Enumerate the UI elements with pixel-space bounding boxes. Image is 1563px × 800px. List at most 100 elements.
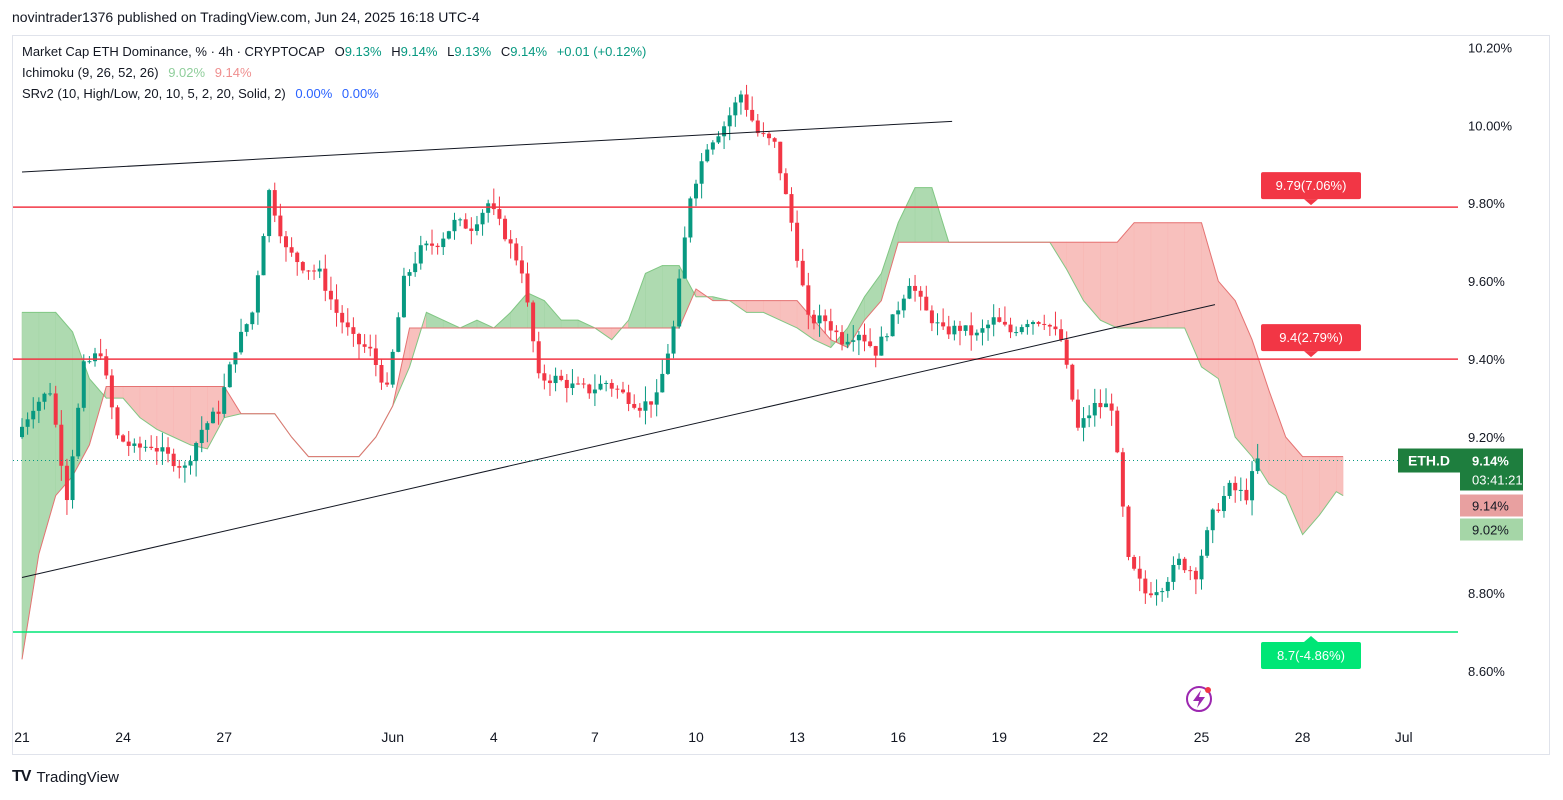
candle-body: [20, 426, 24, 438]
candle-body: [1216, 509, 1221, 512]
candle-body: [660, 373, 665, 393]
candle-body: [564, 379, 569, 389]
ichimoku-axis-marker: [1460, 494, 1523, 517]
candle-body: [345, 322, 350, 328]
candle-body: [334, 299, 339, 313]
ichimoku-cloud-segment: [527, 292, 545, 329]
x-tick-label: 16: [890, 729, 906, 745]
candle-body: [1182, 558, 1187, 571]
candle-body: [677, 278, 682, 327]
candle-body: [1025, 324, 1030, 328]
candle-body: [1255, 458, 1260, 472]
candle-body: [1115, 410, 1120, 453]
legend-ichimoku[interactable]: Ichimoku (9, 26, 52, 26) 9.02% 9.14%: [22, 65, 258, 80]
ichimoku-value-2: 9.14%: [214, 65, 252, 80]
x-tick-label: Jun: [381, 729, 404, 745]
y-tick-label: 8.60%: [1468, 664, 1505, 679]
candle-body: [570, 383, 575, 389]
candle-body: [1210, 509, 1215, 531]
candle-body: [1154, 592, 1159, 596]
candle-body: [474, 224, 479, 231]
candle-body: [182, 465, 187, 468]
ichimoku-cloud-segment: [1083, 241, 1101, 321]
legend-symbol: Market Cap ETH Dominance, % · 4h · CRYPT…: [22, 44, 325, 59]
candle-body: [115, 407, 120, 436]
candle-body: [755, 120, 760, 134]
candle-body: [1227, 482, 1232, 496]
ichimoku-cloud-segment: [1116, 221, 1135, 329]
x-tick-label: 25: [1194, 729, 1210, 745]
ichimoku-cloud-segment: [190, 386, 208, 450]
ichimoku-cloud-segment: [544, 299, 562, 329]
x-tick-label: Jul: [1395, 729, 1413, 745]
candle-body: [430, 243, 435, 246]
candle-body: [463, 219, 468, 229]
x-tick-label: 7: [591, 729, 599, 745]
ichimoku-cloud-segment: [746, 300, 764, 313]
candle-body: [357, 333, 361, 345]
candle-body: [980, 328, 985, 333]
candle-body: [497, 209, 502, 219]
legend-change: +0.01 (+0.12%): [556, 44, 647, 59]
ichimoku-cloud-segment: [847, 296, 865, 349]
legend-symbol-line: Market Cap ETH Dominance, % · 4h · CRYPT…: [22, 44, 652, 59]
candle-body: [1002, 321, 1007, 325]
candle-body: [1165, 581, 1170, 592]
candles-layer: [20, 84, 1260, 606]
candle-body: [486, 203, 491, 213]
candle-body: [772, 138, 777, 142]
ichimoku-axis-marker-label: 9.02%: [1472, 523, 1509, 538]
candle-body: [109, 375, 114, 408]
ichimoku-cloud-segment: [1201, 222, 1219, 380]
candle-body: [93, 353, 98, 362]
candle-body: [227, 364, 232, 388]
candle-body: [783, 173, 788, 195]
candle-body: [1126, 506, 1131, 557]
candle-body: [587, 384, 592, 394]
candle-body: [194, 443, 199, 462]
tradingview-footer[interactable]: TV TradingView: [12, 768, 119, 786]
candle-body: [1171, 564, 1176, 582]
ichimoku-cloud-segment: [1319, 456, 1337, 517]
candle-body: [963, 325, 968, 331]
ichimoku-cloud-segment: [763, 300, 781, 321]
ichimoku-cloud-segment: [1302, 456, 1320, 536]
candle-body: [166, 447, 171, 454]
candle-body: [694, 183, 698, 199]
candle-body: [1244, 489, 1249, 501]
candle-body: [991, 317, 996, 325]
candle-body: [424, 243, 429, 246]
sr-tag-pointer: [1304, 636, 1318, 643]
labels-layer: 9.79(7.06%) 9.4(2.79%) 8.7(-4.86%) ETH.D 9.1…: [1186, 172, 1523, 712]
candle-body: [1205, 530, 1210, 556]
srv2-value-1: 0.00%: [295, 86, 333, 101]
notification-dot: [1205, 687, 1211, 693]
candle-body: [1047, 324, 1052, 327]
candle-body: [1036, 322, 1041, 324]
x-tick-label: 27: [216, 729, 232, 745]
ichimoku-cloud-segment: [1268, 390, 1287, 497]
ichimoku-cloud-segment: [897, 187, 916, 243]
chart-frame[interactable]: [12, 35, 1550, 755]
candle-body: [632, 403, 637, 408]
price-badge-countdown: 03:41:21: [1472, 473, 1523, 488]
legend-srv2[interactable]: SRv2 (10, High/Low, 20, 10, 5, 2, 20, So…: [22, 86, 385, 101]
ichimoku-cloud-segment: [1251, 339, 1270, 485]
candle-body: [800, 260, 805, 286]
candle-body: [609, 382, 614, 389]
candle-body: [59, 424, 64, 466]
candle-body: [98, 353, 103, 357]
candle-body: [458, 219, 463, 221]
candle-body: [216, 411, 221, 414]
lightning-icon-bolt: [1193, 690, 1205, 708]
candle-body: [665, 353, 670, 374]
senkou-span-b-line: [21, 222, 1344, 660]
candle-body: [1087, 415, 1092, 419]
candle-body: [946, 326, 951, 335]
candle-body: [1070, 364, 1075, 400]
ichimoku-cloud-segment: [881, 222, 899, 301]
candle-body: [53, 393, 58, 425]
candle-body: [317, 268, 322, 272]
candle-body: [373, 348, 378, 366]
